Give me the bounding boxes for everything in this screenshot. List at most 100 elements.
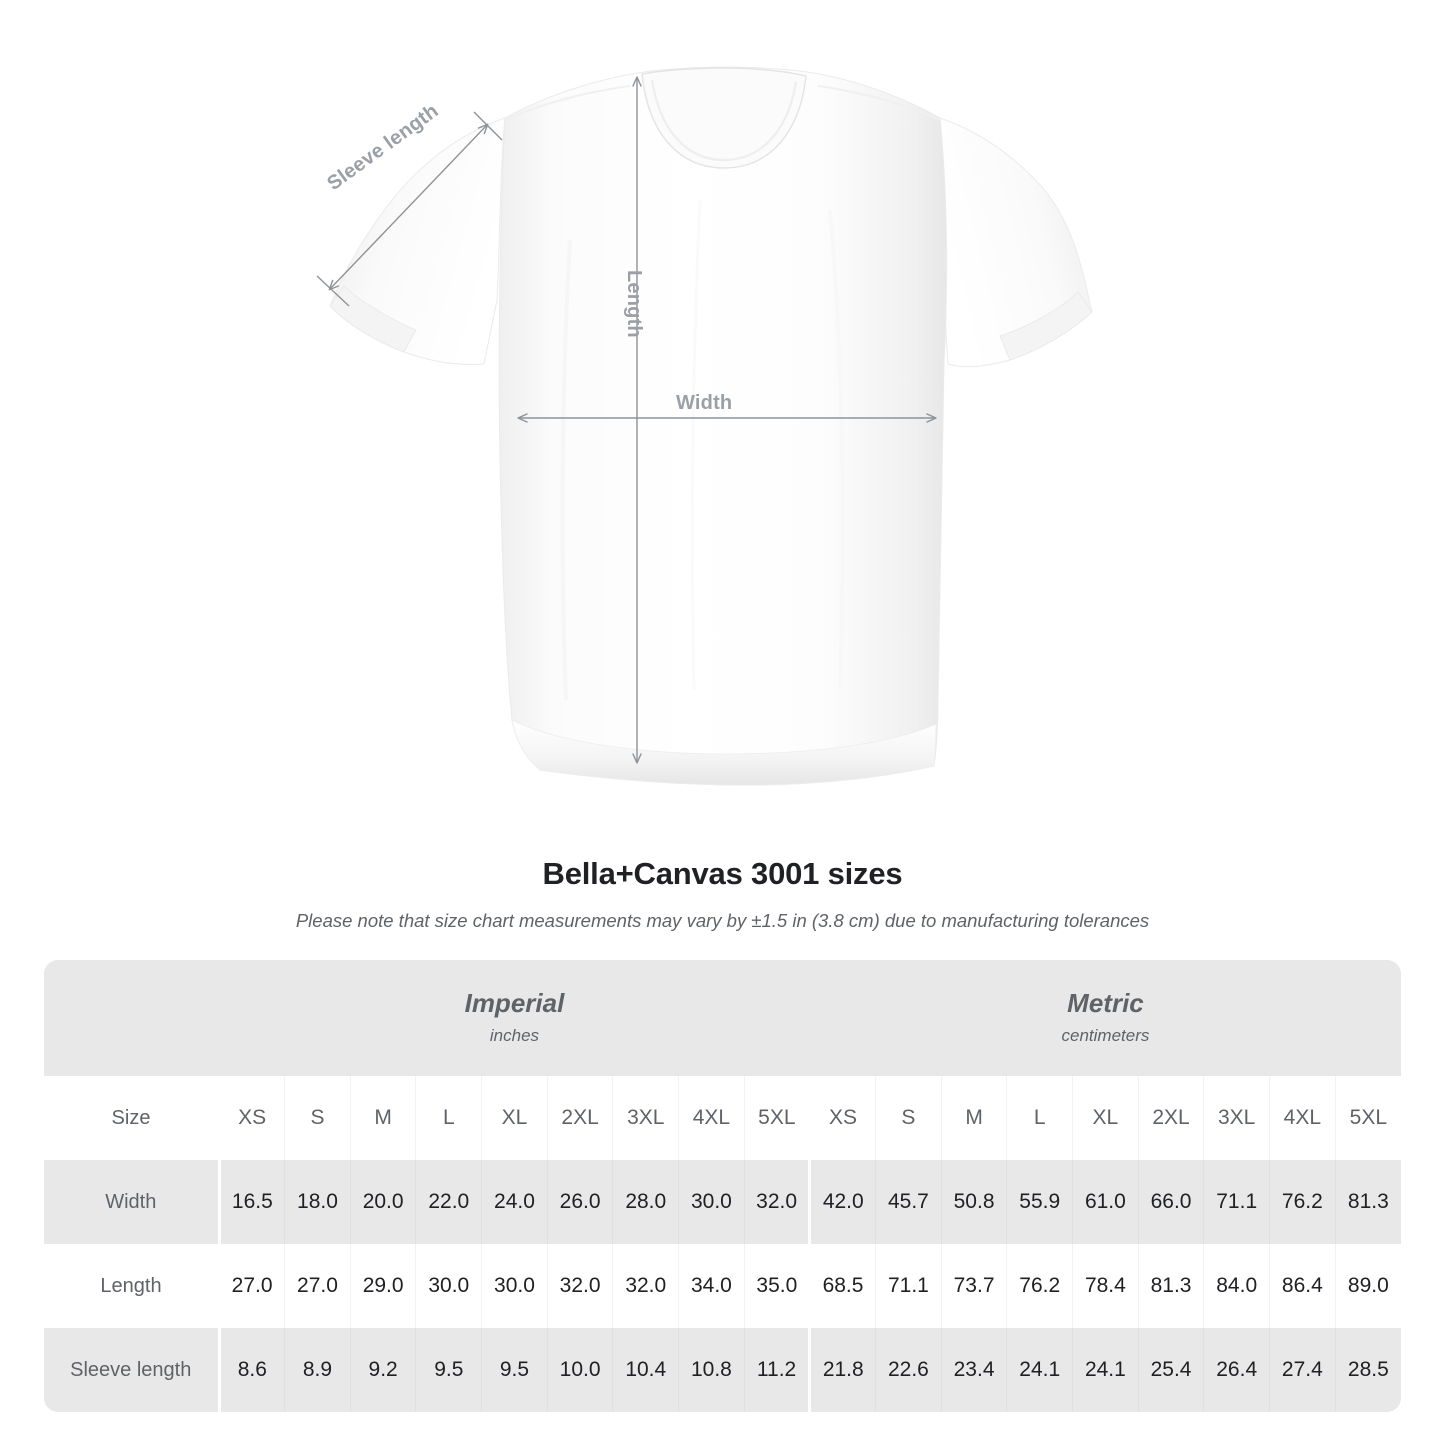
unit-banner-spacer: [44, 960, 219, 1076]
size-header-metric-2xl: 2XL: [1137, 1076, 1204, 1160]
cell-sleeve-metric-m: 23.4: [940, 1328, 1007, 1412]
cell-length-metric-xs: 68.5: [808, 1244, 876, 1328]
cell-length-metric-l: 76.2: [1006, 1244, 1073, 1328]
fabric-fold: [828, 209, 845, 691]
tshirt-illustration: [316, 66, 1093, 786]
cell-width-metric-l: 55.9: [1006, 1160, 1073, 1244]
cell-sleeve-metric-5xl: 28.5: [1334, 1328, 1401, 1412]
cell-length-metric-2xl: 81.3: [1137, 1244, 1204, 1328]
cell-sleeve-imperial-5xl: 11.2: [743, 1328, 810, 1412]
cell-sleeve-imperial-xl: 9.5: [481, 1328, 548, 1412]
unit-group-metric: Metric centimeters: [809, 960, 1401, 1076]
cell-width-metric-2xl: 66.0: [1137, 1160, 1204, 1244]
cell-length-metric-4xl: 86.4: [1269, 1244, 1336, 1328]
cell-length-metric-s: 71.1: [875, 1244, 942, 1328]
unit-name: inches: [489, 1026, 540, 1046]
table-row: Width 16.5 18.0 20.0 22.0 24.0 26.0 28.0…: [44, 1160, 1401, 1244]
table-row: Length 27.0 27.0 29.0 30.0 30.0 32.0 32.…: [44, 1244, 1401, 1328]
right-shoulder-seam: [817, 85, 941, 121]
cell-length-imperial-l: 30.0: [415, 1244, 482, 1328]
cell-width-imperial-l: 22.0: [415, 1160, 482, 1244]
width-label: Width: [676, 392, 733, 414]
unit-name: centimeters: [1061, 1026, 1150, 1046]
cell-sleeve-imperial-s: 8.9: [284, 1328, 351, 1412]
unit-system-name: Imperial: [464, 987, 565, 1018]
row-label-width: Width: [44, 1160, 219, 1244]
size-header-row: Size XS S M L XL 2XL 3XL 4XL 5XL XS S M …: [44, 1076, 1401, 1160]
size-header-imperial-xl: XL: [481, 1076, 548, 1160]
cell-sleeve-metric-l: 24.1: [1006, 1328, 1073, 1412]
cell-sleeve-metric-xs: 21.8: [808, 1328, 876, 1412]
cell-sleeve-imperial-m: 9.2: [349, 1328, 416, 1412]
cell-width-metric-xl: 61.0: [1072, 1160, 1139, 1244]
cell-width-imperial-s: 18.0: [284, 1160, 351, 1244]
page-title: Bella+Canvas 3001 sizes: [542, 856, 903, 891]
cell-sleeve-imperial-l: 9.5: [415, 1328, 482, 1412]
size-header-metric-xs: XS: [808, 1076, 876, 1160]
tolerance-note: Please note that size chart measurements…: [295, 910, 1150, 931]
bottom-hem: [511, 719, 937, 786]
cell-sleeve-metric-2xl: 25.4: [1137, 1328, 1204, 1412]
cell-sleeve-imperial-4xl: 10.8: [678, 1328, 745, 1412]
cell-length-imperial-xs: 27.0: [218, 1244, 285, 1328]
left-shoulder-seam: [504, 85, 631, 121]
cell-sleeve-metric-3xl: 26.4: [1203, 1328, 1270, 1412]
size-header-imperial-3xl: 3XL: [612, 1076, 679, 1160]
size-header-metric-xl: XL: [1072, 1076, 1139, 1160]
cell-sleeve-metric-s: 22.6: [875, 1328, 942, 1412]
row-label-length: Length: [44, 1244, 219, 1328]
cell-width-metric-xs: 42.0: [808, 1160, 876, 1244]
unit-system-name: Metric: [1067, 987, 1144, 1018]
cell-width-imperial-3xl: 28.0: [612, 1160, 679, 1244]
size-header-imperial-2xl: 2XL: [546, 1076, 613, 1160]
cell-width-imperial-m: 20.0: [349, 1160, 416, 1244]
fabric-fold: [560, 239, 572, 701]
size-header-imperial-xs: XS: [218, 1076, 285, 1160]
size-header-metric-l: L: [1006, 1076, 1073, 1160]
row-label-header: Size: [44, 1076, 219, 1160]
cell-length-imperial-xl: 30.0: [481, 1244, 548, 1328]
size-header-imperial-l: L: [415, 1076, 482, 1160]
size-header-metric-4xl: 4XL: [1269, 1076, 1336, 1160]
cell-sleeve-imperial-3xl: 10.4: [612, 1328, 679, 1412]
cell-length-metric-5xl: 89.0: [1334, 1244, 1401, 1328]
size-header-metric-s: S: [875, 1076, 942, 1160]
chart-heading: Bella+Canvas 3001 sizes Please note that…: [0, 856, 1445, 932]
row-label-sleeve-length: Sleeve length: [44, 1328, 219, 1412]
cell-width-imperial-xs: 16.5: [217, 1160, 285, 1244]
cell-length-imperial-m: 29.0: [349, 1244, 416, 1328]
cell-width-imperial-5xl: 32.0: [743, 1160, 810, 1244]
size-header-imperial-5xl: 5XL: [743, 1076, 810, 1160]
collar-ribbing: [641, 67, 807, 169]
size-header-imperial-m: M: [349, 1076, 416, 1160]
collar-inner-seam: [650, 79, 798, 162]
unit-banner-row: Imperial inches Metric centimeters: [44, 960, 1401, 1076]
cell-width-metric-s: 45.7: [875, 1160, 942, 1244]
cell-width-metric-m: 50.8: [940, 1160, 1007, 1244]
cell-length-imperial-4xl: 34.0: [678, 1244, 745, 1328]
size-header-metric-5xl: 5XL: [1334, 1076, 1401, 1160]
cell-sleeve-imperial-xs: 8.6: [217, 1328, 285, 1412]
cell-length-metric-m: 73.7: [940, 1244, 1007, 1328]
cell-width-imperial-4xl: 30.0: [678, 1160, 745, 1244]
tshirt-diagram: Sleeve length Length Width: [316, 66, 1093, 786]
cell-width-imperial-xl: 24.0: [481, 1160, 548, 1244]
sleeve-length-dimension: [316, 111, 503, 307]
cell-width-metric-3xl: 71.1: [1203, 1160, 1270, 1244]
size-chart-table-wrapper: Imperial inches Metric centimeters Size …: [44, 960, 1401, 1412]
size-header-imperial-s: S: [284, 1076, 351, 1160]
size-header-metric-m: M: [940, 1076, 1007, 1160]
cell-length-imperial-s: 27.0: [284, 1244, 351, 1328]
cell-length-imperial-3xl: 32.0: [612, 1244, 679, 1328]
cell-sleeve-metric-4xl: 27.4: [1269, 1328, 1336, 1412]
cell-sleeve-imperial-2xl: 10.0: [546, 1328, 613, 1412]
cell-sleeve-metric-xl: 24.1: [1072, 1328, 1139, 1412]
cell-length-metric-xl: 78.4: [1072, 1244, 1139, 1328]
cell-width-metric-5xl: 81.3: [1334, 1160, 1401, 1244]
cell-width-imperial-2xl: 26.0: [546, 1160, 613, 1244]
size-header-metric-3xl: 3XL: [1203, 1076, 1270, 1160]
left-sleeve-hem: [329, 285, 417, 353]
cell-length-metric-3xl: 84.0: [1203, 1244, 1270, 1328]
cell-length-imperial-5xl: 35.0: [743, 1244, 810, 1328]
unit-group-imperial: Imperial inches: [219, 960, 810, 1076]
